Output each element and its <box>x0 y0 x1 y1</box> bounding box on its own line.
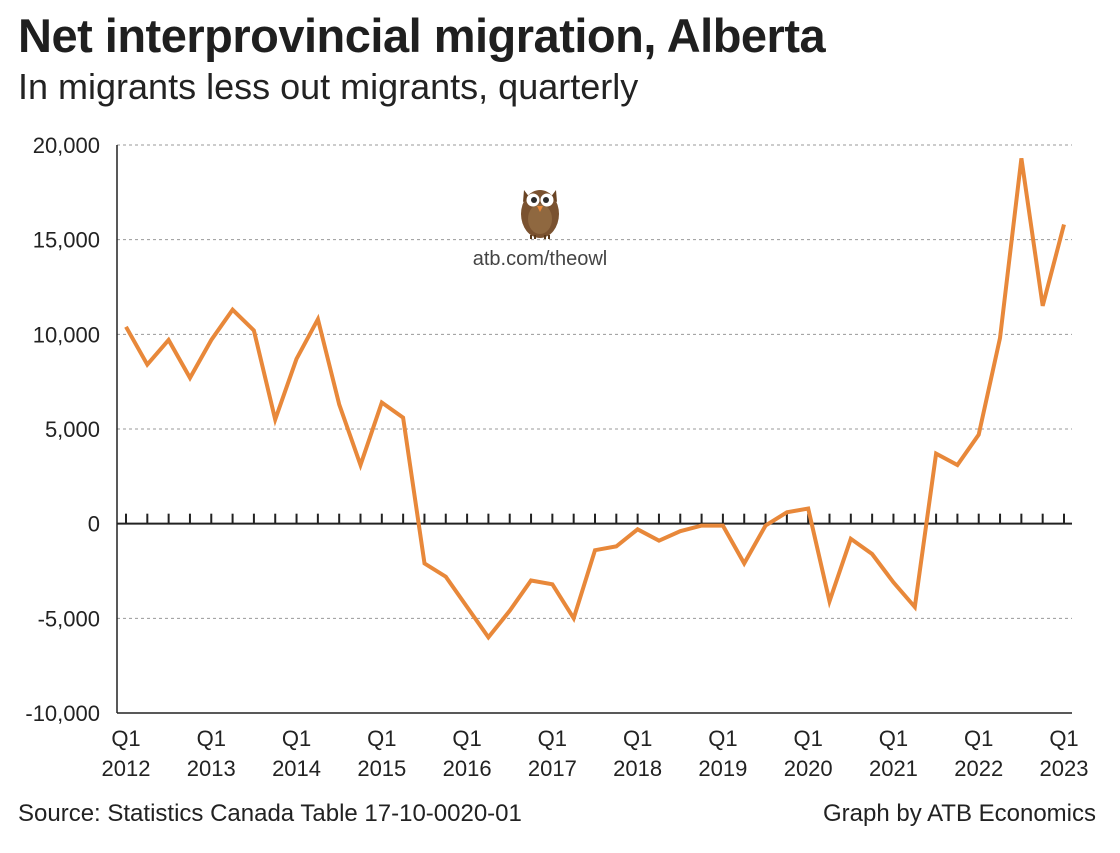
x-tick-quarter: Q1 <box>794 726 823 751</box>
x-tick-year: 2012 <box>102 756 151 781</box>
x-tick-quarter: Q1 <box>452 726 481 751</box>
y-axis: 20,000 15,000 10,000 5,000 0 -5,000 -10,000 <box>25 133 118 726</box>
x-tick-year: 2014 <box>272 756 321 781</box>
x-tick-year: 2018 <box>613 756 662 781</box>
credit-note: Graph by ATB Economics <box>823 800 1096 827</box>
x-tick-year: 2019 <box>698 756 747 781</box>
x-tick-label: Q1 2012 <box>102 726 151 781</box>
x-tick-quarter: Q1 <box>538 726 567 751</box>
x-tick-label: Q1 2017 <box>528 726 577 781</box>
x-tick-label: Q1 2020 <box>784 726 833 781</box>
chart-title: Net interprovincial migration, Alberta <box>18 9 826 62</box>
x-tick-year: 2021 <box>869 756 918 781</box>
source-note: Source: Statistics Canada Table 17-10-00… <box>18 800 522 827</box>
y-tick-label: -10,000 <box>25 701 100 726</box>
x-tick-quarter: Q1 <box>1049 726 1078 751</box>
x-tick-quarter: Q1 <box>282 726 311 751</box>
x-tick-year: 2022 <box>954 756 1003 781</box>
x-tick-quarter: Q1 <box>708 726 737 751</box>
x-tick-label: Q1 2016 <box>443 726 492 781</box>
y-tick-label: 15,000 <box>33 228 100 253</box>
x-tick-label: Q1 2014 <box>272 726 321 781</box>
x-tick-year: 2016 <box>443 756 492 781</box>
x-tick-quarter: Q1 <box>111 726 140 751</box>
owl-logo-icon <box>521 190 559 239</box>
x-axis: Q1 2012 Q1 2013 Q1 2014 Q1 2015 Q1 2016 Q1 2017 Q1 20… <box>102 513 1089 781</box>
x-tick-quarter: Q1 <box>367 726 396 751</box>
y-tick-label: 0 <box>88 512 100 537</box>
owl-url: atb.com/theowl <box>473 248 608 270</box>
x-tick-label: Q1 2022 <box>954 726 1003 781</box>
x-tick-label: Q1 2018 <box>613 726 662 781</box>
series-line <box>124 158 1066 641</box>
x-tick-label: Q1 2023 <box>1040 726 1089 781</box>
x-tick-label: Q1 2019 <box>698 726 747 781</box>
y-tick-label: -5,000 <box>38 606 100 631</box>
series <box>124 158 1066 641</box>
y-tick-label: 20,000 <box>33 133 100 158</box>
x-tick-quarter: Q1 <box>197 726 226 751</box>
x-tick-year: 2017 <box>528 756 577 781</box>
chart-subtitle: In migrants less out migrants, quarterly <box>18 66 639 107</box>
x-tick-label: Q1 2015 <box>357 726 406 781</box>
x-tick-year: 2023 <box>1040 756 1089 781</box>
x-tick-year: 2015 <box>357 756 406 781</box>
grid-lines <box>117 144 1072 619</box>
x-tick-quarter: Q1 <box>623 726 652 751</box>
x-tick-quarter: Q1 <box>964 726 993 751</box>
x-tick-quarter: Q1 <box>879 726 908 751</box>
x-tick-year: 2013 <box>187 756 236 781</box>
y-tick-label: 5,000 <box>45 417 100 442</box>
x-tick-year: 2020 <box>784 756 833 781</box>
y-tick-label: 10,000 <box>33 322 100 347</box>
x-tick-label: Q1 2013 <box>187 726 236 781</box>
x-tick-label: Q1 2021 <box>869 726 918 781</box>
